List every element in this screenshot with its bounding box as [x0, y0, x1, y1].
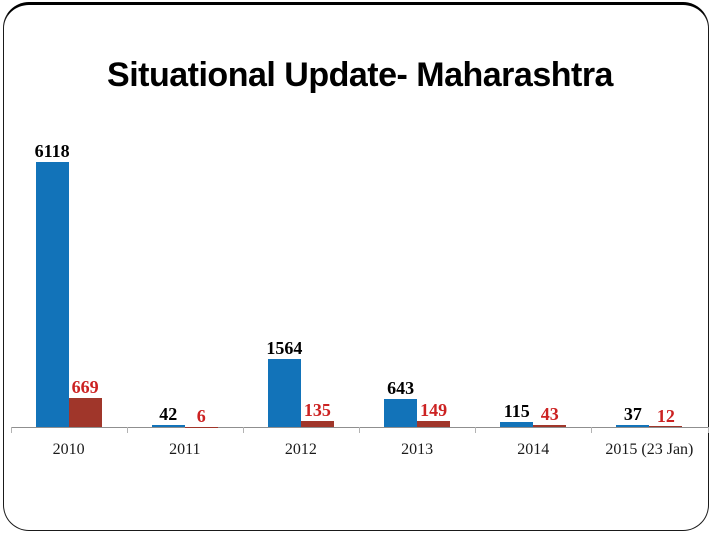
- value-label-series1-2012: 1564: [266, 338, 303, 359]
- category-label: 2015 (23 Jan): [605, 441, 694, 458]
- value-label-series2-2013: 149: [420, 399, 448, 420]
- slide: [3, 2, 709, 531]
- axis-tick: [242, 427, 244, 433]
- axis-tick: [10, 427, 12, 433]
- axis-tick: [126, 427, 128, 433]
- bar-series1-2011: [151, 425, 185, 427]
- bar-series1-2014: [500, 422, 534, 427]
- value-label-series2-2010: 669: [71, 377, 99, 397]
- value-label-series1-2011: 42: [159, 404, 178, 425]
- bar-series2-2010: [68, 398, 102, 427]
- axis-tick: [475, 427, 477, 433]
- value-label-series1-2010: 6118: [34, 141, 70, 161]
- bar-series2-2012: [300, 421, 334, 427]
- axis-tick: [359, 427, 360, 433]
- category-label: 2011: [169, 441, 201, 458]
- axis-tick: [591, 427, 593, 433]
- category-label: 2010: [52, 441, 85, 458]
- bar-series2-2013: [417, 420, 451, 427]
- value-label-series2-2014: 43: [540, 404, 559, 425]
- value-label-series2-2015 (23 Jan): 12: [656, 405, 675, 426]
- axis-tick: [707, 427, 709, 433]
- bar-series1-2012: [267, 359, 301, 427]
- bar-series1-2013: [384, 399, 418, 427]
- value-label-series2-2012: 135: [303, 400, 331, 421]
- category-label: 2012: [284, 441, 317, 458]
- category-label: 2013: [401, 441, 434, 458]
- slide-title: Situational Update- Maharashtra: [107, 56, 613, 94]
- value-label-series1-2013: 643: [387, 378, 415, 399]
- value-label-series2-2011: 6: [196, 405, 206, 426]
- category-label: 2014: [517, 441, 550, 458]
- bar-series2-2015 (23 Jan): [649, 426, 683, 427]
- bar-series1-2010: [35, 162, 69, 427]
- bar-series2-2014: [533, 425, 567, 427]
- value-label-series1-2014: 115: [503, 401, 530, 421]
- value-label-series1-2015 (23 Jan): 37: [623, 404, 642, 425]
- bar-series1-2015 (23 Jan): [616, 425, 650, 427]
